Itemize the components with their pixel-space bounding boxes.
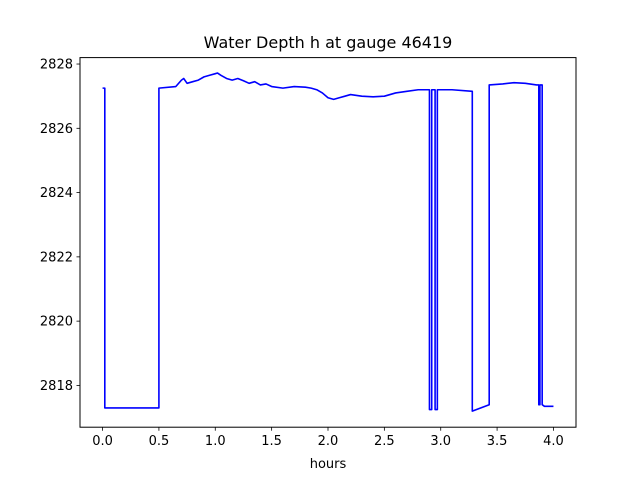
x-tick-label: 1.0 — [205, 434, 226, 449]
series-layer — [102, 72, 554, 412]
x-tick-label: 3.0 — [430, 434, 451, 449]
x-tick-label: 4.0 — [543, 434, 564, 449]
x-axis-label: hours — [310, 457, 347, 472]
x-tick-label: 2.5 — [374, 434, 395, 449]
x-tick-label: 3.5 — [487, 434, 508, 449]
y-tick-label: 2828 — [40, 58, 73, 73]
y-axis-ticks: 2818 2820 2822 2824 2826 2828 — [40, 58, 80, 394]
x-tick-label: 2.0 — [318, 434, 339, 449]
x-tick-label: 0.0 — [92, 434, 113, 449]
y-tick-label: 2824 — [40, 186, 73, 201]
series-line — [102, 72, 554, 412]
x-axis-ticks: 0.0 0.5 1.0 1.5 2.0 2.5 3.0 3.5 4.0 — [92, 427, 564, 449]
plot-frame — [79, 57, 577, 428]
x-tick-label: 0.5 — [149, 434, 170, 449]
y-tick-label: 2820 — [40, 315, 73, 330]
y-tick-label: 2826 — [40, 122, 73, 137]
x-tick-label: 1.5 — [261, 434, 282, 449]
y-tick-label: 2822 — [40, 250, 73, 265]
chart-title: Water Depth h at gauge 46419 — [204, 33, 453, 52]
y-tick-label: 2818 — [40, 379, 73, 394]
